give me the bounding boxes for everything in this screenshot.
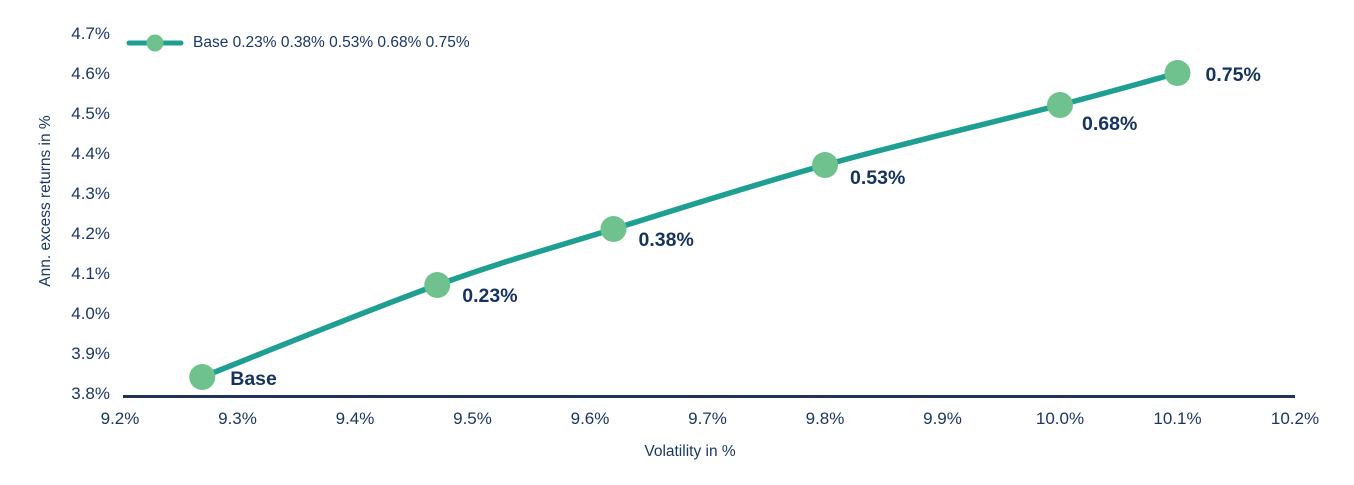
y-tick-label: 4.7% — [71, 24, 110, 43]
x-tick-label: 9.3% — [218, 409, 257, 428]
x-tick-label: 9.9% — [923, 409, 962, 428]
legend-series-label: Base 0.23% 0.38% 0.53% 0.68% 0.75% — [193, 34, 470, 51]
x-tick-label: 9.6% — [571, 409, 610, 428]
data-point-label: Base — [230, 368, 277, 390]
data-point-marker — [189, 364, 216, 390]
y-tick-label: 4.4% — [71, 144, 110, 163]
x-tick-label: 10.1% — [1153, 409, 1201, 428]
data-point-marker — [1164, 60, 1191, 86]
y-tick-label: 3.8% — [71, 384, 110, 403]
data-point-marker — [600, 216, 627, 242]
y-tick-label: 4.5% — [71, 104, 110, 123]
data-point-label: 0.38% — [639, 229, 694, 251]
data-point-label: 0.68% — [1082, 113, 1137, 135]
data-point-label: 0.75% — [1206, 64, 1261, 86]
x-tick-label: 10.2% — [1271, 409, 1319, 428]
legend-series-marker-icon — [126, 34, 184, 52]
data-point-marker — [424, 272, 451, 298]
x-tick-label: 9.7% — [688, 409, 727, 428]
y-tick-label: 3.9% — [71, 344, 110, 363]
data-point-label: 0.23% — [462, 285, 517, 307]
chart-legend: Base 0.23% 0.38% 0.53% 0.68% 0.75% — [126, 33, 470, 53]
x-tick-label: 9.4% — [336, 409, 375, 428]
data-point-marker — [1047, 92, 1073, 118]
data-point-marker — [812, 152, 838, 178]
x-tick-label: 9.8% — [806, 409, 845, 428]
series-line — [199, 70, 1181, 380]
y-tick-label: 4.2% — [71, 224, 110, 243]
x-tick-label: 9.2% — [101, 409, 140, 428]
x-tick-label: 10.0% — [1036, 409, 1084, 428]
y-axis-title: Ann. excess returns in % — [37, 115, 54, 287]
y-tick-label: 4.6% — [71, 64, 110, 83]
x-axis-title: Volatility in % — [644, 443, 736, 460]
data-point-label: 0.53% — [850, 167, 905, 189]
x-tick-label: 9.5% — [453, 409, 492, 428]
y-tick-label: 4.1% — [71, 264, 110, 283]
y-tick-label: 4.3% — [71, 184, 110, 203]
y-tick-label: 4.0% — [71, 304, 110, 323]
